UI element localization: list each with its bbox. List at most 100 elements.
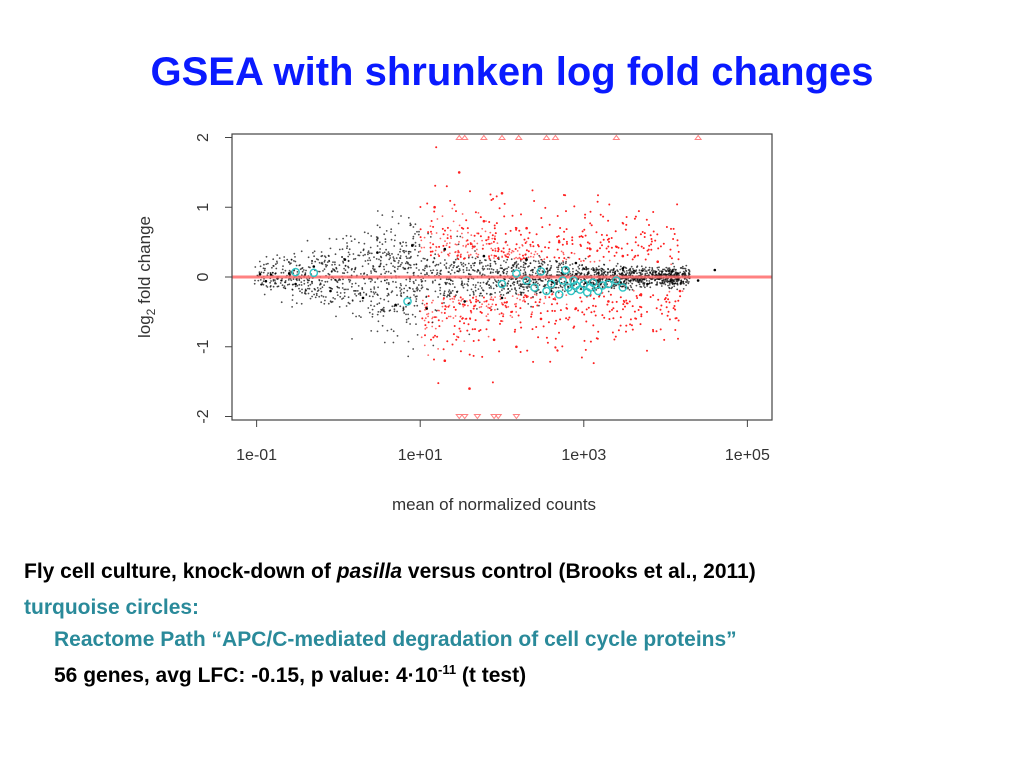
- cloud-point: [311, 295, 313, 298]
- cloud-point: [569, 272, 572, 275]
- cloud-point-significant: [677, 319, 680, 322]
- cloud-point-significant: [429, 225, 432, 227]
- cloud-point: [519, 260, 522, 262]
- cloud-point-significant: [501, 303, 504, 306]
- point-gene-set: [598, 281, 607, 290]
- cloud-point-significant: [469, 253, 472, 256]
- cloud-point: [573, 279, 575, 282]
- cloud-point: [572, 267, 574, 270]
- cloud-point: [390, 272, 392, 275]
- cloud-point: [539, 278, 542, 281]
- cloud-point-significant: [561, 243, 564, 246]
- cloud-point-significant: [566, 242, 568, 245]
- cloud-point: [685, 264, 688, 267]
- cloud-point: [677, 279, 680, 282]
- cloud-point-significant: [423, 236, 426, 239]
- cloud-point: [662, 280, 665, 282]
- cloud-point-significant: [448, 252, 451, 255]
- cloud-point-significant: [461, 236, 464, 239]
- cloud-point-significant: [426, 313, 428, 316]
- cloud-point-significant: [529, 243, 532, 246]
- cloud-point: [330, 287, 333, 290]
- cloud-point: [383, 310, 386, 313]
- cloud-point: [378, 251, 381, 254]
- cloud-point: [517, 263, 520, 265]
- cloud-point: [566, 268, 569, 271]
- cloud-point-significant: [478, 306, 481, 309]
- cloud-point-significant: [429, 246, 432, 249]
- cloud-point-significant: [635, 295, 638, 297]
- cloud-point: [668, 284, 671, 286]
- cloud-point: [392, 256, 395, 258]
- cloud-point: [288, 269, 291, 272]
- cloud-point: [346, 247, 348, 250]
- cloud-point: [625, 270, 628, 272]
- cloud-point-significant: [475, 252, 478, 255]
- cloud-point: [303, 282, 306, 285]
- cloud-point-significant: [556, 235, 559, 238]
- cloud-point: [529, 283, 531, 286]
- x-axis-label: mean of normalized counts: [392, 495, 596, 514]
- cloud-point-significant: [533, 253, 536, 256]
- cloud-point-significant: [522, 254, 524, 257]
- cloud-point-significant: [452, 220, 455, 223]
- cloud-point-significant: [583, 260, 585, 262]
- cloud-point-significant: [625, 223, 628, 226]
- y-tick-label: 2: [195, 133, 212, 142]
- cloud-point: [336, 270, 339, 273]
- cloud-point-significant: [573, 252, 576, 255]
- cloud-point: [681, 265, 684, 268]
- cloud-point: [314, 288, 316, 291]
- point-gene-set: [554, 290, 564, 299]
- cloud-point-significant: [633, 217, 636, 220]
- cloud-point: [549, 260, 551, 263]
- cloud-point: [577, 270, 579, 273]
- cloud-point: [522, 264, 525, 266]
- cloud-point-significant: [589, 260, 592, 263]
- point-off-scale: [512, 414, 521, 420]
- cloud-point-significant: [476, 248, 478, 251]
- cloud-point-significant: [593, 260, 596, 263]
- cloud-point: [540, 258, 543, 261]
- point-gene-set: [309, 268, 319, 278]
- cloud-point: [636, 279, 639, 282]
- cloud-point: [416, 286, 419, 289]
- cloud-point: [518, 280, 521, 282]
- cloud-point: [451, 289, 454, 292]
- cloud-point-significant: [594, 314, 597, 317]
- cloud-point: [305, 269, 307, 272]
- cloud-point: [421, 302, 424, 305]
- cloud-point: [509, 285, 512, 287]
- point-significant: [500, 192, 504, 195]
- cloud-point: [651, 268, 654, 271]
- cloud-point-significant: [646, 310, 648, 313]
- cloud-point: [373, 293, 376, 295]
- cloud-point-significant: [532, 256, 535, 258]
- cloud-point: [341, 287, 344, 289]
- cloud-point: [461, 284, 464, 287]
- cloud-point: [423, 257, 426, 260]
- cloud-point: [500, 293, 502, 296]
- cloud-point: [287, 261, 290, 263]
- cloud-point: [381, 243, 384, 246]
- cloud-point: [405, 255, 408, 258]
- cloud-point: [325, 296, 327, 298]
- cloud-point: [595, 268, 598, 271]
- cloud-point: [432, 261, 434, 264]
- cloud-point-significant: [474, 319, 477, 322]
- cloud-point: [321, 279, 323, 282]
- cloud-point-significant: [650, 243, 653, 246]
- cloud-point: [479, 271, 481, 274]
- point-non-significant: [670, 270, 674, 273]
- cloud-point: [614, 281, 616, 284]
- cloud-point: [425, 296, 428, 298]
- cloud-point: [461, 280, 463, 283]
- cloud-point-significant: [426, 202, 429, 205]
- point-gene-set: [546, 279, 556, 289]
- cloud-point-significant: [639, 233, 642, 236]
- cloud-point: [415, 298, 418, 300]
- cloud-point-significant: [430, 233, 433, 235]
- cloud-point: [357, 293, 360, 295]
- cloud-point: [567, 273, 570, 276]
- cloud-point-significant: [617, 329, 620, 332]
